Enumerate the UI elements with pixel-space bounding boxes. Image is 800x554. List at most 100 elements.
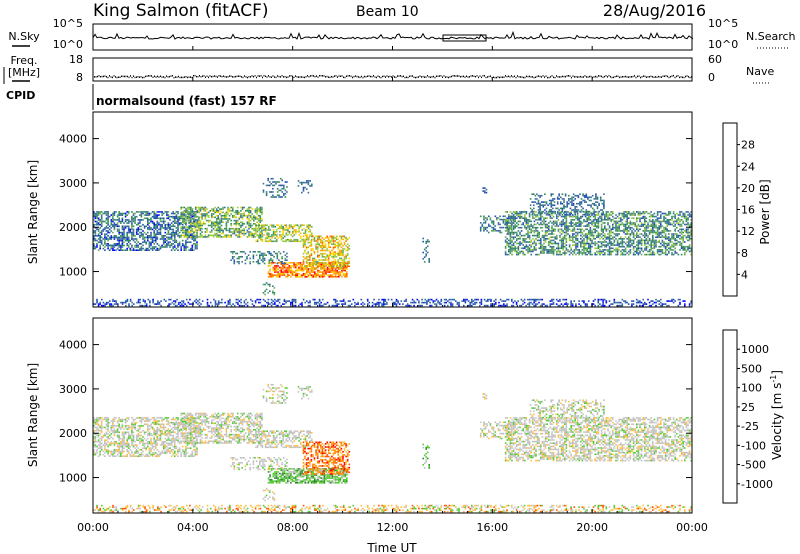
power-cell [134,235,136,237]
power-cell [307,256,309,258]
power-cell [636,211,638,213]
power-cell [632,211,635,213]
power-cell [282,265,284,267]
power-cell [174,215,176,218]
freq-point [481,76,482,79]
power-cell [687,230,689,232]
power-cell [488,231,490,234]
power-cell [640,222,643,224]
power-cell [120,222,122,224]
power-cell [248,224,250,227]
power-cell [102,220,105,223]
power-cell [270,257,272,260]
power-cell [690,231,692,234]
freq-point [364,75,365,78]
power-cell [560,220,563,223]
power-cell [610,241,612,243]
power-cell [336,266,338,269]
power-cell [648,244,651,246]
power-cell [174,225,176,228]
power-cell [131,235,133,237]
power-cell [153,243,155,245]
power-cell [108,249,111,251]
power-cell [286,276,289,278]
power-cell [267,292,269,294]
power-cell [557,253,560,256]
power-cell [663,241,665,243]
power-cell [151,220,154,223]
power-cell [626,211,628,213]
freq-point [331,75,332,78]
power-cell [530,223,532,226]
power-cell [148,249,151,251]
power-cell [640,242,643,245]
power-cell [560,245,563,248]
freq-point [520,76,521,78]
power-cell [142,236,144,239]
power-cell [334,269,337,272]
power-cell [246,229,249,232]
power-cell [600,212,603,215]
power-cell [570,225,572,227]
power-cell [118,239,120,242]
power-cell [594,253,596,256]
power-cell [326,268,329,270]
power-cell [164,241,167,243]
power-cell [153,239,155,242]
freq-point [166,75,167,77]
power-cell [604,225,606,227]
power-cell [608,225,611,227]
power-cell [512,222,515,224]
power-cell [334,240,336,242]
power-cell [188,206,190,209]
power-cell [565,222,568,224]
power-cell [512,231,515,234]
power-cell [605,244,608,246]
power-cell [655,239,657,242]
power-cell [479,215,482,218]
power-cell [656,211,659,213]
power-cell [251,236,253,238]
power-cell [671,223,673,226]
power-cell [172,225,174,228]
power-cell [562,247,564,250]
power-cell [167,215,170,218]
power-cell [225,221,228,223]
power-cell [629,226,632,229]
power-cell [307,224,310,226]
power-cell [343,235,346,238]
power-cell [99,241,101,243]
freq-point [530,76,532,78]
power-cell [623,214,625,216]
power-cell [589,245,592,248]
power-cell [244,262,247,265]
power-cell [110,214,113,216]
power-cell [318,265,321,268]
power-cell [97,219,100,221]
power-cell [345,249,347,252]
power-cell [169,246,171,248]
power-cell [647,222,649,224]
power-cell [275,266,278,269]
power-cell [343,260,346,263]
power-cell [211,216,213,219]
power-cell [267,272,270,275]
power-cell [118,228,120,231]
power-cell [298,269,300,272]
power-cell [142,212,144,215]
freq-point [401,75,403,78]
power-cell [326,259,328,261]
power-cell [228,236,231,238]
power-cell [303,232,305,235]
freq-point [100,75,101,78]
power-cell [97,222,100,224]
power-cell [191,222,194,224]
power-cell [274,234,276,236]
power-cell [644,226,646,229]
power-cell [648,231,651,234]
power-cell [240,210,242,212]
power-cell [690,225,692,227]
power-cell [134,241,136,243]
power-cell [492,230,495,232]
power-cell [342,251,344,253]
